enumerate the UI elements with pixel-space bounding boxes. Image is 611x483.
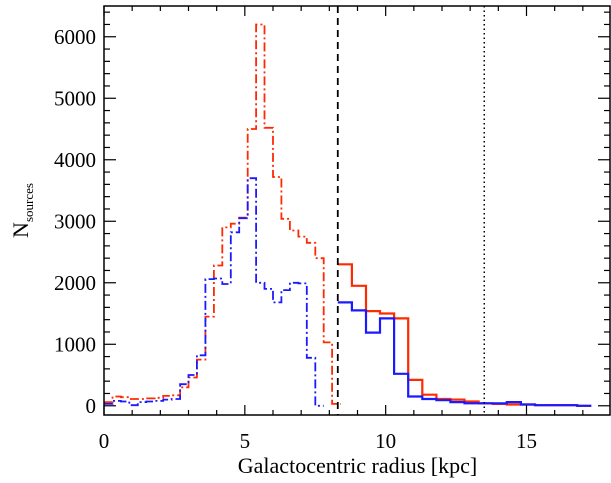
y-tick-label: 6000 — [54, 25, 96, 49]
histogram-series-1 — [104, 23, 341, 405]
reference-lines — [336, 6, 485, 415]
histogram-series-3 — [337, 263, 592, 407]
x-tick-label: 0 — [99, 429, 110, 453]
axis-ticks: 0 5 10 15 0 1000 2000 3000 4000 5000 6000 — [54, 6, 610, 453]
x-tick-label: 10 — [375, 429, 396, 453]
y-tick-label: 0 — [86, 394, 97, 418]
y-tick-label: 5000 — [54, 86, 96, 110]
y-tick-label: 4000 — [54, 148, 96, 172]
series-layer — [104, 23, 592, 407]
x-tick-label: 15 — [516, 429, 537, 453]
histogram-series-4 — [337, 301, 592, 407]
histogram-series-2 — [104, 177, 324, 407]
x-tick-label: 5 — [240, 429, 251, 453]
y-tick-label: 2000 — [54, 271, 96, 295]
y-axis-label-sub: sources — [21, 183, 36, 222]
y-tick-label: 3000 — [54, 209, 96, 233]
y-axis-label-main: N — [8, 222, 33, 238]
y-axis-label: Nsources — [8, 183, 36, 238]
x-axis-label: Galactocentric radius [kpc] — [238, 453, 477, 478]
y-tick-label: 1000 — [54, 332, 96, 356]
plot-frame — [103, 5, 611, 416]
